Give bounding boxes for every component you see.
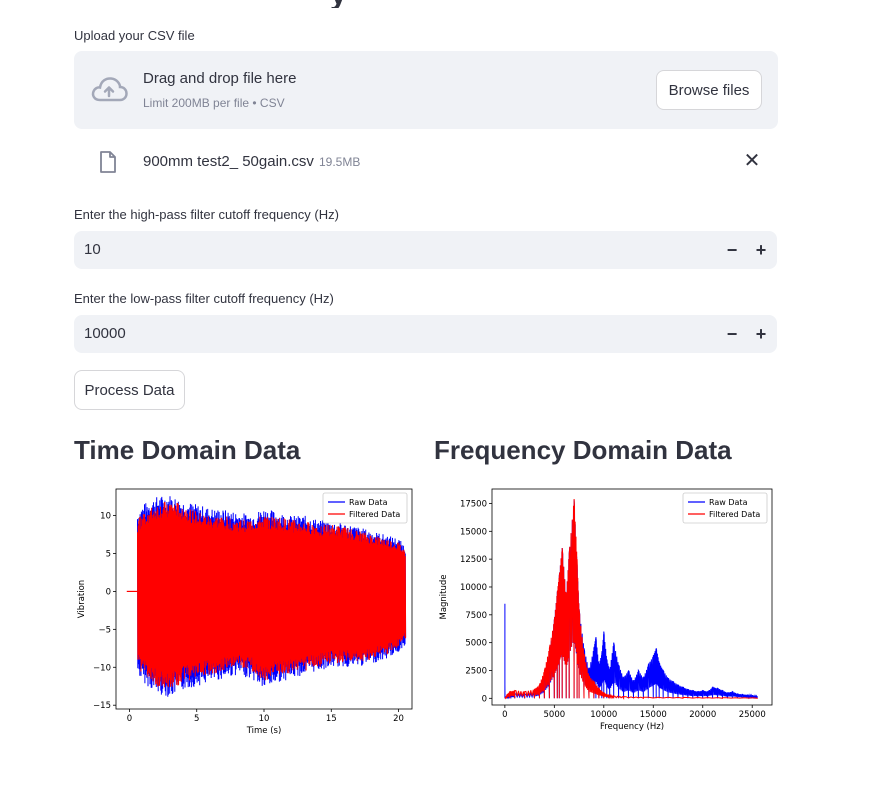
legend-box [682,492,768,524]
legend-label-filtered: Filtered Data [709,510,760,519]
legend-label-raw: Raw Data [709,498,748,507]
frequency-domain-heading: Frequency Domain Data [434,435,732,465]
x-tick-label: 10 [259,714,270,724]
x-axis-label: Frequency (Hz) [600,722,664,732]
dropzone-limit: Limit 200MB per file • CSV [143,96,285,110]
x-axis-label: Time (s) [246,726,282,736]
y-tick-label: 10 [100,512,111,522]
y-tick-label: 10000 [460,583,487,593]
y-tick-label: 7500 [465,611,487,621]
series-line-raw [504,500,758,700]
x-tick-label: 0 [127,714,132,724]
x-tick-label: 10000 [590,710,617,720]
process-data-button[interactable]: Process Data [74,370,185,410]
y-tick-label: −5 [98,625,111,635]
legend-label-filtered: Filtered Data [349,510,400,519]
x-tick-label: 25000 [739,710,766,720]
upload-label: Upload your CSV file [74,28,195,43]
browse-files-button[interactable]: Browse files [656,70,762,110]
page-title: y [330,0,490,8]
y-tick-label: 0 [482,694,487,704]
x-tick-label: 15000 [640,710,667,720]
x-tick-label: 5000 [544,710,566,720]
x-tick-label: 0 [502,710,507,720]
lowpass-label: Enter the low-pass filter cutoff frequen… [74,291,334,306]
highpass-label: Enter the high-pass filter cutoff freque… [74,207,339,222]
y-axis-label: Magnitude [439,574,449,619]
cloud-upload-icon [91,77,128,102]
lowpass-increment-button[interactable]: + [755,324,767,344]
y-tick-label: −10 [93,663,111,673]
x-tick-label: 5 [194,714,199,724]
x-tick-label: 20 [393,714,404,724]
y-tick-label: 2500 [465,666,487,676]
lowpass-decrement-button[interactable]: − [726,324,738,344]
y-tick-label: 0 [106,587,111,597]
dropzone-instructions: Drag and drop file here [143,70,297,87]
highpass-increment-button[interactable]: + [755,240,767,260]
x-tick-label: 15 [326,714,337,724]
file-icon [100,151,116,173]
y-tick-label: −15 [93,701,111,711]
lowpass-number-input[interactable]: 10000 − + [74,315,777,353]
series-line-filtered [137,501,407,688]
y-tick-label: 5000 [465,639,487,649]
highpass-number-input[interactable]: 10 − + [74,231,777,269]
page-title-text: y [330,0,347,8]
legend-label-raw: Raw Data [349,498,388,507]
lowpass-value[interactable]: 10000 [84,325,126,342]
y-tick-label: 17500 [460,499,487,509]
y-tick-label: 15000 [460,527,487,537]
uploaded-file-name: 900mm test2_ 50gain.csv [143,153,314,170]
y-tick-label: 5 [106,549,111,559]
x-tick-label: 20000 [689,710,716,720]
highpass-decrement-button[interactable]: − [726,240,738,260]
time-domain-chart: 0 5 10 15 20 −15 −10 −5 0 5 10 Time (s) Vibration Raw… [74,478,416,738]
close-icon[interactable]: ✕ [743,150,761,172]
y-tick-label: 12500 [460,555,487,565]
y-axis-label: Vibration [77,580,87,618]
series-line-filtered [504,498,758,700]
legend-box [322,492,408,524]
time-domain-heading: Time Domain Data [74,435,301,465]
uploaded-file-size: 19.5MB [319,155,361,169]
plot-frame [491,488,773,706]
highpass-value[interactable]: 10 [84,241,101,258]
frequency-domain-chart: 0 5000 10000 15000 20000 25000 0 2500 5000 7500 10… [434,478,780,738]
